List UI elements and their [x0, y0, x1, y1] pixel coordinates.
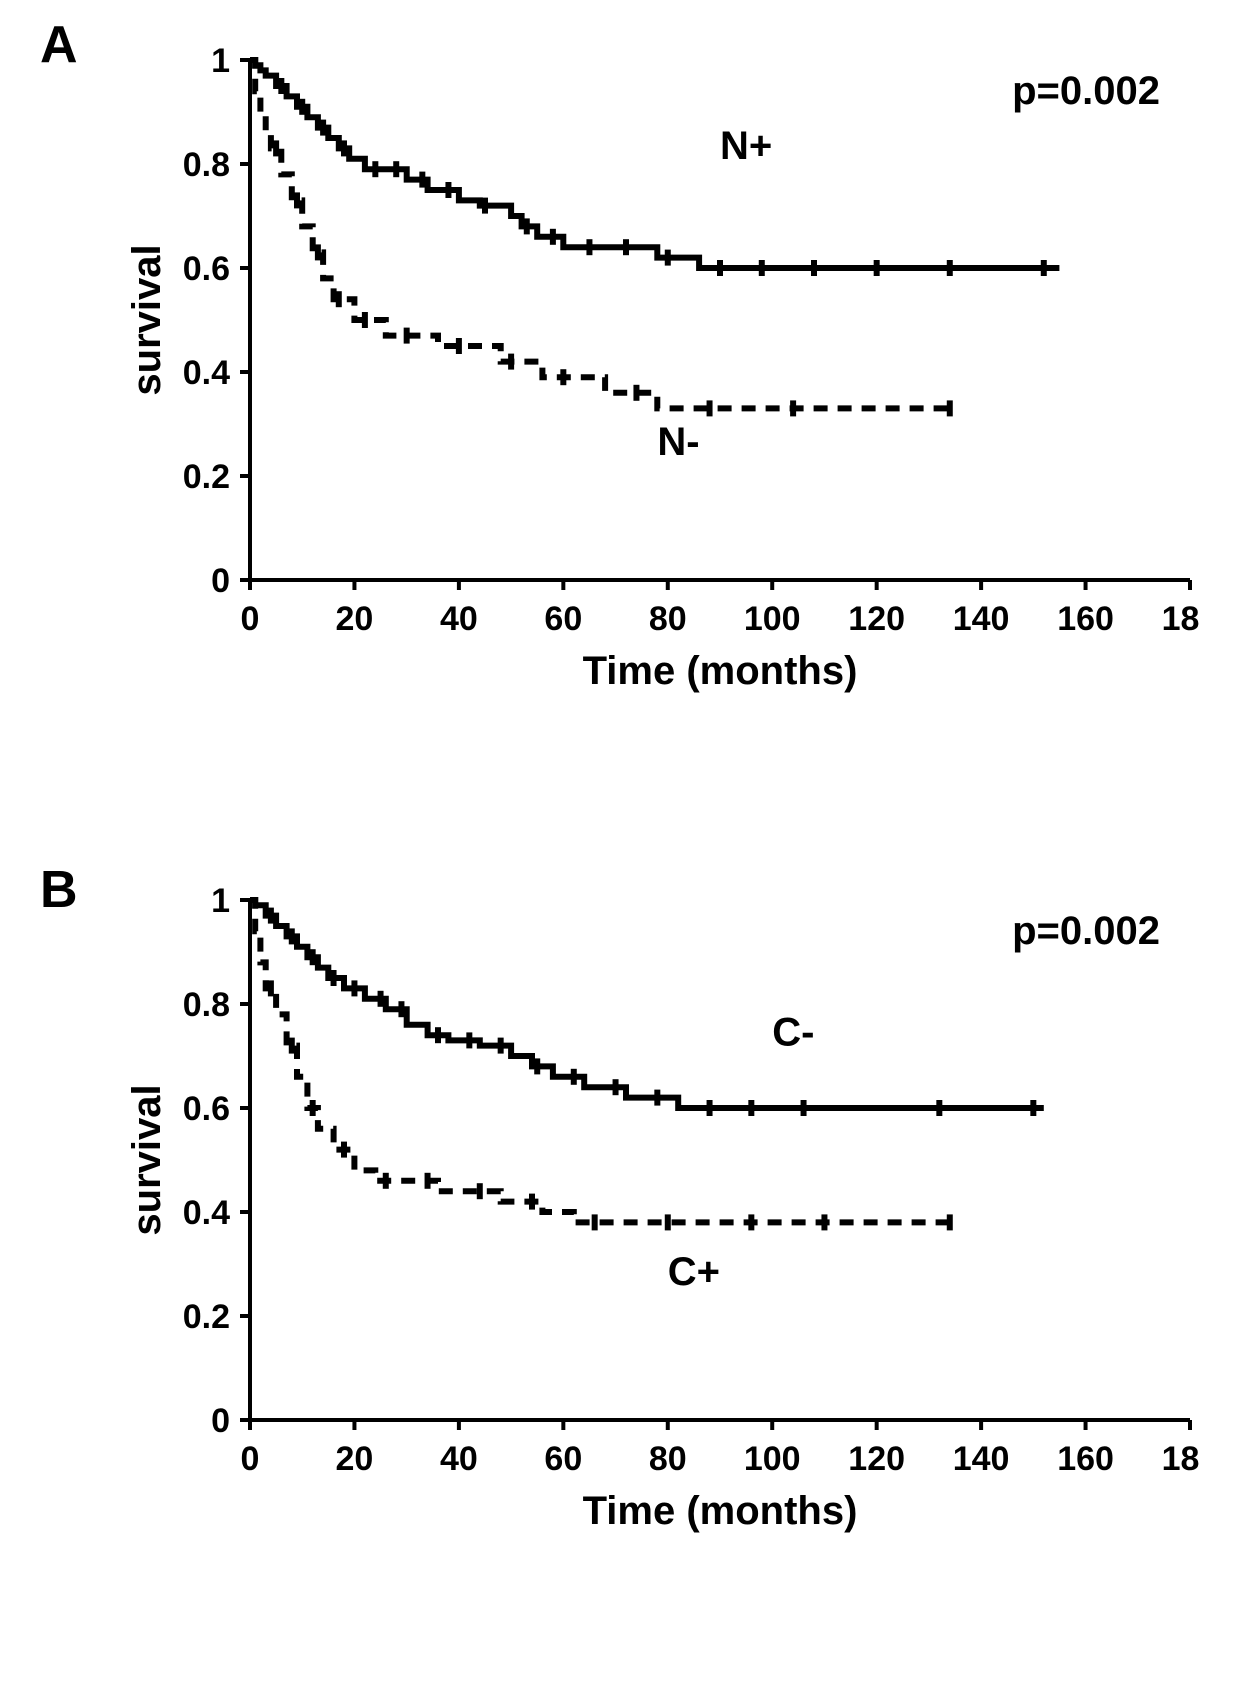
svg-text:1: 1: [211, 42, 230, 80]
svg-text:N+: N+: [720, 124, 772, 168]
svg-text:40: 40: [440, 1440, 478, 1478]
svg-text:160: 160: [1057, 1440, 1114, 1478]
svg-text:survival: survival: [125, 244, 169, 395]
svg-text:0.6: 0.6: [183, 1090, 230, 1128]
svg-text:0.4: 0.4: [183, 1194, 230, 1232]
svg-text:20: 20: [336, 600, 374, 638]
svg-text:survival: survival: [125, 1084, 169, 1235]
svg-text:0.4: 0.4: [183, 354, 230, 392]
svg-text:80: 80: [649, 600, 687, 638]
svg-text:0: 0: [241, 1440, 260, 1478]
svg-text:120: 120: [848, 1440, 905, 1478]
panel-a: A 02040608010012014016018000.20.40.60.81…: [40, 20, 1200, 780]
svg-text:0.6: 0.6: [183, 250, 230, 288]
svg-text:0: 0: [211, 562, 230, 600]
svg-text:0: 0: [211, 1402, 230, 1440]
svg-text:120: 120: [848, 600, 905, 638]
svg-text:0.2: 0.2: [183, 458, 230, 496]
svg-text:1: 1: [211, 882, 230, 920]
svg-text:100: 100: [744, 600, 801, 638]
svg-text:20: 20: [336, 1440, 374, 1478]
svg-text:0.8: 0.8: [183, 986, 230, 1024]
svg-text:0: 0: [241, 600, 260, 638]
figure-page: A 02040608010012014016018000.20.40.60.81…: [0, 0, 1240, 1684]
svg-text:100: 100: [744, 1440, 801, 1478]
panel-b-label: B: [40, 860, 78, 920]
svg-text:40: 40: [440, 600, 478, 638]
svg-text:0.2: 0.2: [183, 1298, 230, 1336]
svg-text:C+: C+: [668, 1250, 720, 1294]
panel-a-chart: 0 20 40 60 80 100 120 140 160 180 0 0.2 0.4 0.6 0.8 1 Ti…: [40, 20, 1200, 780]
svg-text:140: 140: [953, 1440, 1010, 1478]
panel-a-label: A: [40, 15, 78, 75]
svg-text:0.8: 0.8: [183, 146, 230, 184]
svg-text:60: 60: [544, 1440, 582, 1478]
svg-text:Time (months): Time (months): [583, 1489, 858, 1533]
panel-b: B 0 20 40 60 80 100 120 140 160 180 0 0.2 0.4 0.6 0.8 1…: [40, 860, 1200, 1650]
svg-text:180: 180: [1162, 600, 1200, 638]
svg-text:Time (months): Time (months): [583, 649, 858, 693]
svg-text:C-: C-: [772, 1011, 814, 1055]
svg-text:p=0.002: p=0.002: [1012, 909, 1160, 953]
svg-text:180: 180: [1162, 1440, 1200, 1478]
svg-text:160: 160: [1057, 600, 1114, 638]
svg-text:140: 140: [953, 600, 1010, 638]
svg-text:60: 60: [544, 600, 582, 638]
svg-text:p=0.002: p=0.002: [1012, 69, 1160, 113]
svg-text:80: 80: [649, 1440, 687, 1478]
panel-b-chart: 0 20 40 60 80 100 120 140 160 180 0 0.2 0.4 0.6 0.8 1 Ti…: [40, 860, 1200, 1650]
svg-text:N-: N-: [657, 420, 699, 464]
